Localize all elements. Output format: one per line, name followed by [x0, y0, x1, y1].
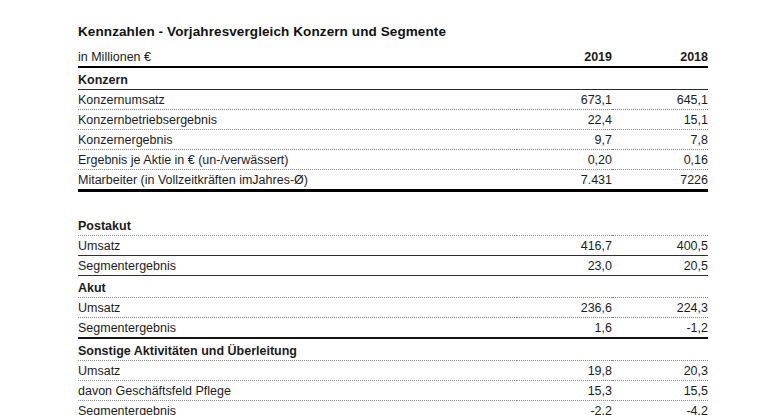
row-value-2018: 224,3	[612, 298, 708, 318]
section-header-postakut: Postakut	[78, 214, 708, 236]
row-value-2018: 20,3	[612, 361, 708, 381]
row-value-2018: 400,5	[612, 236, 708, 256]
table-row: Konzernbetriebsergebnis 22,4 15,1	[78, 110, 708, 130]
row-value-2019: 673,1	[517, 90, 612, 110]
unit-label: in Millionen €	[78, 42, 517, 67]
row-label: Umsatz	[78, 298, 517, 318]
row-label: Umsatz	[78, 236, 517, 256]
section-title: Sonstige Aktivitäten und Überleitung	[78, 338, 708, 361]
row-value-2019: -2,2	[517, 401, 612, 415]
table-header-row: in Millionen € 2019 2018	[78, 42, 708, 67]
section-title: Akut	[78, 276, 708, 298]
row-label: Ergebnis je Aktie in € (un-/verwässert)	[78, 150, 517, 170]
row-label: Konzernbetriebsergebnis	[78, 110, 517, 130]
row-label: Konzernergebnis	[78, 130, 517, 150]
section-header-akut: Akut	[78, 276, 708, 298]
table-row: Mitarbeiter (in Vollzeitkräften imJahres…	[78, 170, 708, 191]
row-value-2019: 22,4	[517, 110, 612, 130]
row-value-2019: 23,0	[517, 256, 612, 276]
table-row: Segmentergebnis 1,6 -1,2	[78, 318, 708, 339]
row-value-2018: 7,8	[612, 130, 708, 150]
report-page: Kennzahlen - Vorjahresvergleich Konzern …	[78, 24, 708, 415]
row-label: Segmentergebnis	[78, 401, 517, 415]
row-value-2019: 9,7	[517, 130, 612, 150]
section-title: Konzern	[78, 67, 708, 90]
column-header-2019: 2019	[517, 42, 612, 67]
row-value-2019: 7.431	[517, 170, 612, 191]
row-value-2019: 236,6	[517, 298, 612, 318]
row-label: davon Geschäftsfeld Pflege	[78, 381, 517, 401]
table-row: Segmentergebnis -2,2 -4,2	[78, 401, 708, 415]
row-value-2019: 19,8	[517, 361, 612, 381]
page-title: Kennzahlen - Vorjahresvergleich Konzern …	[78, 24, 708, 39]
table-row: davon Geschäftsfeld Pflege 15,3 15,5	[78, 381, 708, 401]
table-row: Konzernumsatz 673,1 645,1	[78, 90, 708, 110]
section-title: Postakut	[78, 214, 708, 236]
row-value-2018: -1,2	[612, 318, 708, 339]
row-value-2019: 416,7	[517, 236, 612, 256]
table-row: Umsatz 416,7 400,5	[78, 236, 708, 256]
row-value-2018: 645,1	[612, 90, 708, 110]
table-row: Konzernergebnis 9,7 7,8	[78, 130, 708, 150]
kennzahlen-table: in Millionen € 2019 2018 Konzern Konzern…	[78, 42, 708, 415]
row-value-2019: 1,6	[517, 318, 612, 339]
row-value-2019: 15,3	[517, 381, 612, 401]
table-row: Umsatz 19,8 20,3	[78, 361, 708, 381]
table-row: Umsatz 236,6 224,3	[78, 298, 708, 318]
row-label: Segmentergebnis	[78, 256, 517, 276]
section-header-sonstige: Sonstige Aktivitäten und Überleitung	[78, 338, 708, 361]
section-header-konzern: Konzern	[78, 67, 708, 90]
row-value-2018: 15,5	[612, 381, 708, 401]
row-value-2019: 0,20	[517, 150, 612, 170]
row-label: Konzernumsatz	[78, 90, 517, 110]
row-value-2018: 20,5	[612, 256, 708, 276]
row-label: Segmentergebnis	[78, 318, 517, 339]
section-spacer	[78, 191, 708, 215]
row-value-2018: 0,16	[612, 150, 708, 170]
table-row: Segmentergebnis 23,0 20,5	[78, 256, 708, 276]
column-header-2018: 2018	[612, 42, 708, 67]
row-label: Umsatz	[78, 361, 517, 381]
row-label: Mitarbeiter (in Vollzeitkräften imJahres…	[78, 170, 517, 191]
row-value-2018: -4,2	[612, 401, 708, 415]
row-value-2018: 15,1	[612, 110, 708, 130]
table-row: Ergebnis je Aktie in € (un-/verwässert) …	[78, 150, 708, 170]
row-value-2018: 7226	[612, 170, 708, 191]
